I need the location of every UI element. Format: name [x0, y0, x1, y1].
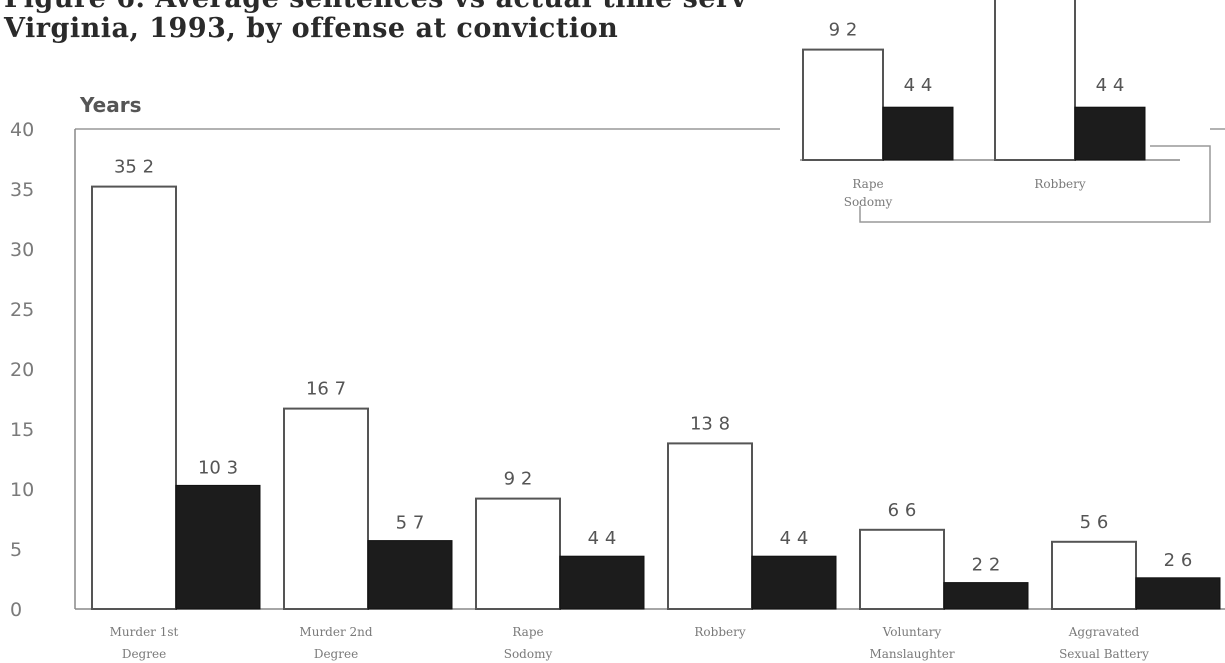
y-tick-label: 30 — [10, 239, 34, 261]
y-tick-label: 35 — [10, 179, 34, 201]
category-label: Sodomy — [504, 647, 553, 661]
inset-bar-time-served — [882, 106, 954, 161]
data-label: 13 8 — [690, 413, 730, 434]
chart-title: Figure 6. Average sentences vs actual ti… — [4, 0, 747, 44]
y-tick-label: 20 — [10, 359, 34, 381]
data-label: 4 4 — [588, 528, 617, 549]
y-unit-label: Years — [79, 93, 141, 117]
data-label: 2 2 — [972, 555, 1001, 576]
inset-data-label: 9 2 — [829, 20, 858, 41]
y-tick-label: 15 — [10, 419, 34, 441]
category-label: Voluntary — [882, 625, 942, 639]
inset-category-label: Sodomy — [844, 195, 893, 209]
inset-category-label: Robbery — [1034, 177, 1085, 191]
data-label: 16 7 — [306, 379, 346, 400]
inset-category-label: Rape — [852, 177, 883, 191]
y-tick-label: 5 — [10, 539, 22, 561]
bar-time-served — [943, 582, 1029, 610]
inset-bar-time-served — [1074, 106, 1146, 161]
inset-data-label: 4 4 — [1096, 75, 1125, 96]
category-label: Sexual Battery — [1059, 647, 1149, 661]
bar-time-served — [1135, 577, 1221, 610]
category-label: Manslaughter — [869, 647, 954, 661]
category-label: Murder 1st — [110, 625, 179, 639]
inset-chart: 9 2 4 4 Rape Sodomy 4 4 Robbery — [780, 0, 1211, 230]
bar-time-served — [751, 555, 837, 610]
category-label: Degree — [314, 647, 358, 661]
main-chart: 0 5 10 15 20 25 30 35 40 Years 35 2 10 3 Murder 1st D… — [10, 93, 1221, 661]
category-label: Degree — [122, 647, 166, 661]
inset-data-label: 4 4 — [904, 75, 933, 96]
bar-time-served — [559, 555, 645, 610]
bar-sentence — [91, 185, 177, 610]
bar-sentence — [1051, 540, 1137, 610]
inset-bar-sentence — [802, 48, 884, 161]
inset-bar-sentence — [994, 0, 1076, 161]
bar-time-served — [367, 540, 453, 610]
y-tick-label: 25 — [10, 299, 34, 321]
category-label: Aggravated — [1068, 625, 1140, 639]
bar-sentence — [859, 528, 945, 610]
y-tick-label: 40 — [10, 119, 34, 141]
data-label: 5 7 — [396, 513, 425, 534]
data-label: 5 6 — [1080, 512, 1109, 533]
bar-sentence — [667, 442, 753, 610]
data-label: 6 6 — [888, 500, 917, 521]
category-label: Murder 2nd — [299, 625, 372, 639]
data-label: 2 6 — [1164, 550, 1193, 571]
category-label: Robbery — [694, 625, 745, 639]
inset-frame — [859, 145, 1211, 223]
bar-time-served — [175, 484, 261, 610]
data-label: 9 2 — [504, 469, 533, 490]
y-tick-label: 10 — [10, 479, 34, 501]
data-label: 10 3 — [198, 457, 238, 478]
data-label: 35 2 — [114, 157, 154, 178]
title-line-1: Figure 6. Average sentences vs actual ti… — [4, 0, 747, 14]
y-tick-label: 0 — [10, 599, 22, 621]
title-line-2: Virginia, 1993, by offense at conviction — [4, 13, 619, 44]
category-label: Rape — [512, 625, 543, 639]
data-label: 4 4 — [780, 528, 809, 549]
bar-sentence — [283, 407, 369, 610]
bar-sentence — [475, 497, 561, 611]
